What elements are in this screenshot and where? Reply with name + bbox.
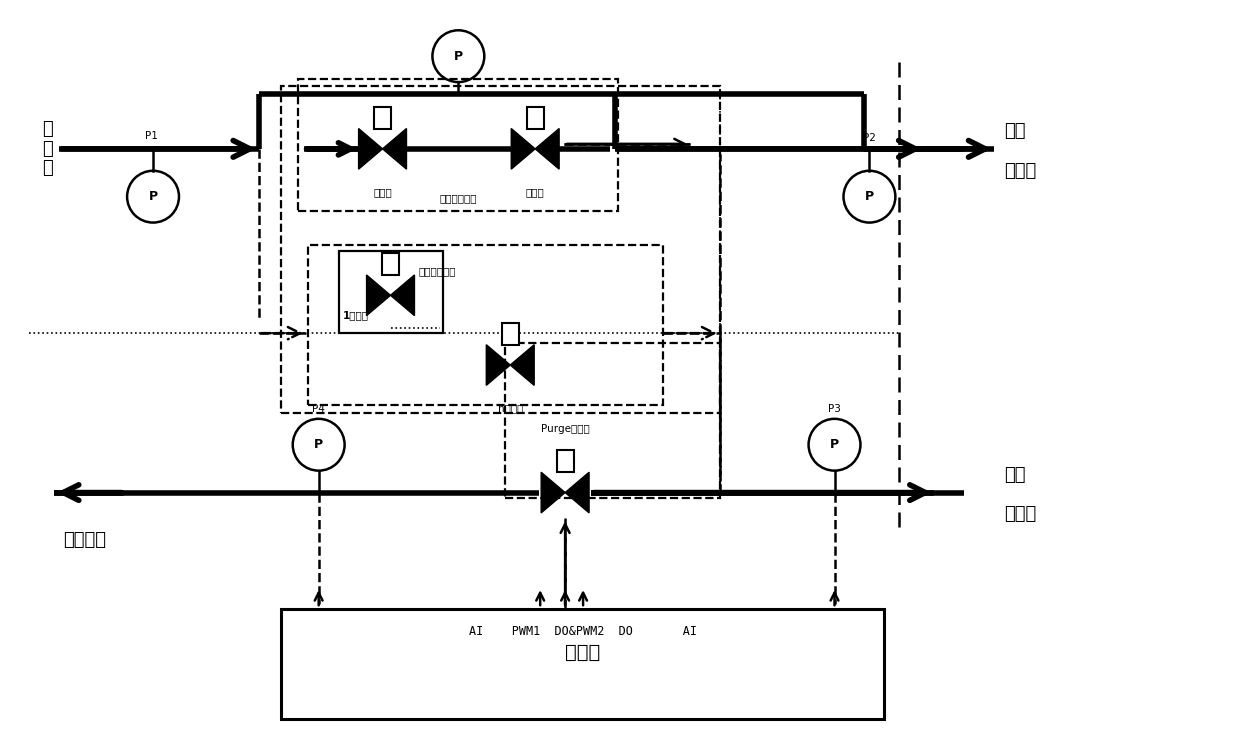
FancyBboxPatch shape <box>556 450 574 472</box>
Text: 三路切换系统: 三路切换系统 <box>419 266 456 276</box>
Polygon shape <box>565 472 589 513</box>
Polygon shape <box>535 129 559 169</box>
Text: 比例阀: 比例阀 <box>525 187 545 197</box>
Text: P: P <box>865 190 873 203</box>
Text: 电堆: 电堆 <box>1004 465 1026 484</box>
Text: 氢
气
源: 氢 气 源 <box>42 120 53 177</box>
Text: P: P <box>453 49 463 63</box>
Polygon shape <box>367 275 390 316</box>
FancyBboxPatch shape <box>527 107 544 129</box>
Text: AI    PWM1  DO&PWM2  DO       AI: AI PWM1 DO&PWM2 DO AI <box>468 625 696 638</box>
Polygon shape <box>383 129 406 169</box>
Text: 电磁阀: 电磁阀 <box>373 187 392 197</box>
Polygon shape <box>541 472 565 513</box>
FancyBboxPatch shape <box>382 253 399 275</box>
Polygon shape <box>486 345 510 385</box>
Text: 正向供气系统: 正向供气系统 <box>439 194 477 203</box>
Text: 环境大气: 环境大气 <box>63 531 105 549</box>
Text: P: P <box>830 438 839 451</box>
FancyBboxPatch shape <box>502 323 519 345</box>
Text: 出气口: 出气口 <box>1004 506 1036 524</box>
Text: n号喷嘴: n号喷嘴 <box>498 403 523 413</box>
FancyBboxPatch shape <box>281 609 885 719</box>
Text: P1: P1 <box>145 131 157 141</box>
Text: 进气口: 进气口 <box>1004 162 1036 180</box>
Polygon shape <box>512 129 535 169</box>
Polygon shape <box>390 275 415 316</box>
Text: P4: P4 <box>312 404 325 414</box>
Polygon shape <box>510 345 534 385</box>
Text: P: P <box>315 438 323 451</box>
FancyBboxPatch shape <box>338 251 444 333</box>
Text: Purge电磁阀: Purge电磁阀 <box>540 424 590 434</box>
Text: P: P <box>149 190 157 203</box>
FancyBboxPatch shape <box>374 107 392 129</box>
Text: 1号喷嘴: 1号喷嘴 <box>343 310 369 320</box>
Text: 电堆: 电堆 <box>1004 122 1026 140</box>
Text: P3: P3 <box>828 404 841 414</box>
Polygon shape <box>358 129 383 169</box>
Text: 控制器: 控制器 <box>565 643 600 661</box>
Text: P2: P2 <box>864 133 876 143</box>
